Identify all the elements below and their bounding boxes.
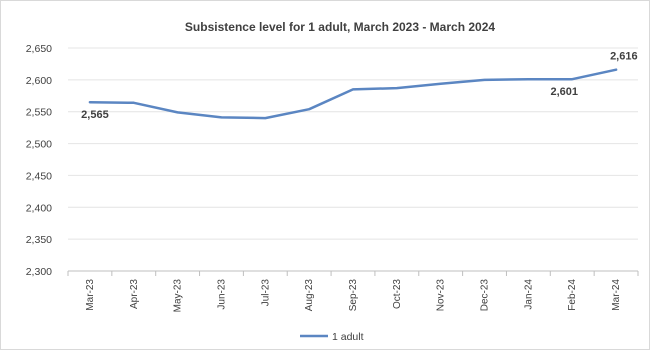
x-tick-label: Mar-23 — [85, 279, 96, 311]
x-tick-label: Sep-23 — [348, 279, 359, 312]
data-label: 2,616 — [610, 51, 638, 63]
x-tick-label: Jan-24 — [523, 279, 534, 310]
y-tick-label: 2,400 — [26, 202, 52, 214]
x-tick-label: Nov-23 — [436, 279, 447, 312]
chart-title: Subsistence level for 1 adult, March 202… — [185, 20, 495, 34]
legend: 1 adult — [300, 331, 364, 343]
x-tick-label: Aug-23 — [304, 279, 315, 312]
series-lines — [88, 68, 618, 120]
y-tick-label: 2,350 — [26, 234, 52, 246]
x-tick-label: Feb-24 — [567, 279, 578, 311]
x-tick-label: Oct-23 — [392, 279, 403, 309]
x-tick-label: Mar-24 — [611, 279, 622, 311]
y-tick-label: 2,300 — [26, 266, 52, 278]
y-tick-label: 2,450 — [26, 170, 52, 182]
legend-label: 1 adult — [332, 331, 364, 343]
x-tick-label: Apr-23 — [129, 279, 140, 309]
series-line-1-adult — [88, 68, 618, 120]
x-tick-label: Jun-23 — [216, 279, 227, 310]
x-tick-label: Dec-23 — [480, 279, 491, 312]
x-axis-ticks: Mar-23 Apr-23 May-23 Jun-23 Jul-23 Aug-23 Sep-… — [67, 271, 639, 313]
y-tick-label: 2,500 — [26, 139, 52, 151]
x-tick-label: May-23 — [173, 279, 184, 313]
data-label: 2,565 — [81, 109, 109, 121]
data-label: 2,601 — [550, 86, 578, 98]
y-tick-label: 2,600 — [26, 75, 52, 87]
data-labels: 2,565 2,601 2,616 — [81, 51, 637, 121]
y-tick-label: 2,650 — [26, 43, 52, 55]
y-tick-label: 2,550 — [26, 107, 52, 119]
y-axis-ticks: 2,300 2,350 2,400 2,450 2,500 2,550 2,600 2,650 — [26, 43, 52, 278]
x-tick-label: Jul-23 — [260, 279, 271, 307]
